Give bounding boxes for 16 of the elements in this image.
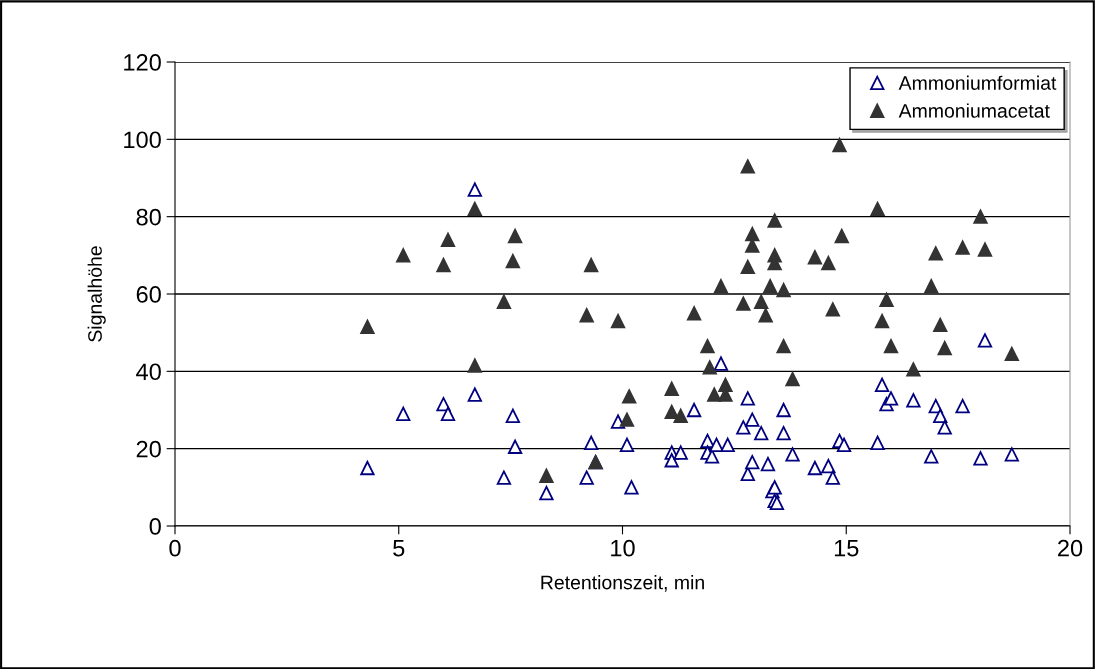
y-axis-title: Signalhöhe bbox=[87, 246, 106, 342]
y-tick-label: 60 bbox=[136, 286, 161, 303]
y-tick-label: 0 bbox=[149, 518, 161, 535]
legend-label: Ammoniumacetat bbox=[898, 103, 1050, 118]
x-axis-title: Retentionszeit, min bbox=[541, 575, 704, 592]
x-tick-label: 0 bbox=[169, 539, 181, 557]
y-tick-label: 120 bbox=[124, 54, 161, 71]
y-tick-label: 20 bbox=[136, 440, 161, 458]
y-tick-label: 80 bbox=[136, 208, 161, 226]
x-tick-label: 15 bbox=[834, 540, 859, 557]
y-tick-label: 40 bbox=[136, 363, 161, 381]
legend-label: Ammoniumformiat bbox=[898, 75, 1057, 90]
x-tick-label: 10 bbox=[611, 539, 635, 557]
x-tick-label: 20 bbox=[1058, 539, 1083, 557]
x-tick-label: 5 bbox=[393, 540, 405, 557]
y-tick-label: 100 bbox=[124, 131, 161, 149]
